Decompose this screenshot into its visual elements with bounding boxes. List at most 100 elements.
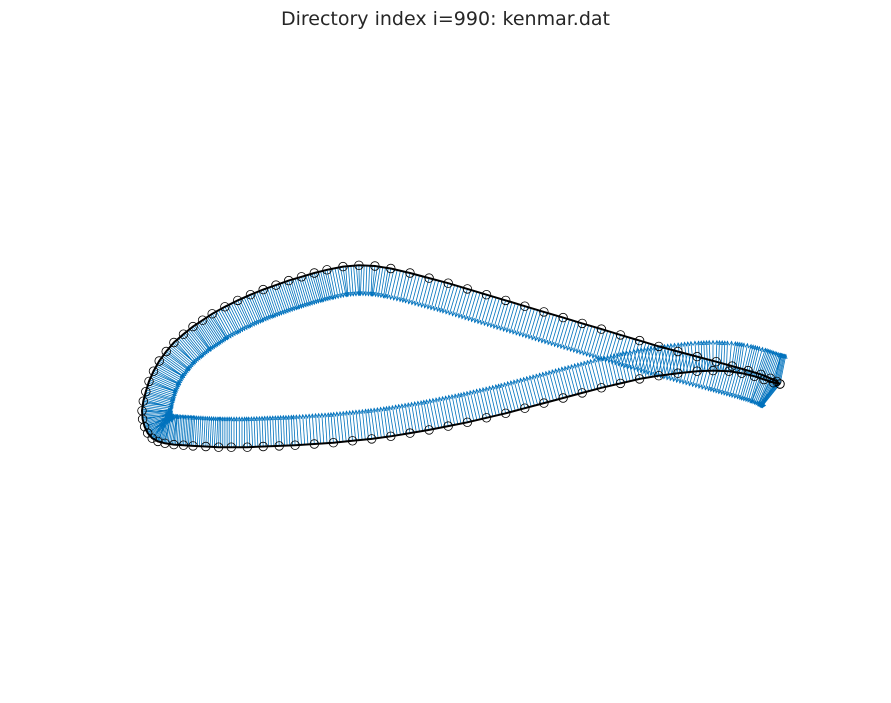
normal-vector xyxy=(538,312,548,342)
normal-vector xyxy=(321,413,325,444)
normal-vector xyxy=(171,345,195,366)
normal-arrowhead xyxy=(615,352,621,358)
normal-vector xyxy=(567,365,577,395)
data-point xyxy=(615,378,626,389)
normal-arrowhead xyxy=(483,320,488,327)
normal-vector xyxy=(149,379,178,393)
normal-arrowhead xyxy=(223,335,228,341)
normal-vector xyxy=(152,372,181,386)
normal-arrowhead xyxy=(528,375,534,381)
normal-arrowhead xyxy=(620,362,625,368)
normal-vector xyxy=(438,397,446,427)
normal-arrowhead xyxy=(754,345,759,351)
normal-arrowhead xyxy=(412,400,418,407)
normal-vector xyxy=(411,402,417,433)
normal-arrowhead xyxy=(639,367,644,374)
normal-vector xyxy=(457,393,465,423)
normal-vector xyxy=(250,294,263,323)
normal-vector xyxy=(313,272,323,303)
normal-arrowhead xyxy=(278,310,283,316)
normal-vector xyxy=(479,388,487,418)
normal-vector xyxy=(469,390,478,421)
normal-vector xyxy=(326,269,334,300)
data-point xyxy=(147,433,157,443)
normal-vector xyxy=(448,395,455,425)
normal-vector xyxy=(173,414,178,445)
normal-vector xyxy=(700,341,703,372)
normal-arrowhead xyxy=(213,341,219,347)
normal-vector xyxy=(305,275,315,305)
normal-vector xyxy=(670,343,676,374)
normal-arrowhead xyxy=(557,367,562,373)
normal-arrowhead xyxy=(294,414,299,420)
normal-vector xyxy=(201,416,204,447)
data-point xyxy=(654,341,664,352)
normal-arrowhead xyxy=(672,376,677,383)
normal-vector xyxy=(664,344,669,375)
normal-arrowhead xyxy=(732,341,738,347)
normal-vector xyxy=(178,414,182,445)
data-point xyxy=(501,295,511,306)
normal-arrowhead xyxy=(423,303,428,309)
normal-vector xyxy=(165,351,190,371)
normal-arrowhead xyxy=(473,318,479,324)
normal-arrowhead xyxy=(645,346,651,352)
normal-vector xyxy=(253,416,256,447)
normal-arrowhead xyxy=(617,361,622,367)
normal-vector xyxy=(713,363,722,393)
normal-vector xyxy=(506,303,516,333)
normal-arrowhead xyxy=(464,315,469,321)
normal-vector xyxy=(750,374,763,404)
normal-arrowhead xyxy=(270,313,275,319)
normal-arrowhead xyxy=(509,380,514,386)
normal-vector xyxy=(210,314,228,341)
normal-vector xyxy=(427,279,436,309)
normal-vector xyxy=(256,291,269,321)
normal-vector xyxy=(619,352,628,382)
normal-vector xyxy=(398,404,404,435)
normal-vector xyxy=(337,267,344,298)
normal-vector xyxy=(637,348,644,379)
normal-arrowhead xyxy=(668,376,674,382)
normal-vector xyxy=(710,362,720,392)
normal-vector xyxy=(755,376,768,405)
data-point xyxy=(673,368,683,378)
normal-vector xyxy=(433,281,443,311)
normal-vector xyxy=(464,290,475,320)
normal-arrowhead xyxy=(326,295,332,301)
normal-arrowhead xyxy=(704,385,709,391)
normal-vector xyxy=(277,415,280,446)
normal-vector xyxy=(199,416,202,447)
normal-arrowhead xyxy=(486,321,491,328)
normal-arrowhead xyxy=(556,342,561,349)
normal-arrowhead xyxy=(524,333,530,339)
data-point xyxy=(370,261,380,271)
normal-vector xyxy=(380,267,386,298)
normal-arrowhead xyxy=(298,303,303,309)
data-point xyxy=(137,414,148,424)
normal-vector xyxy=(345,266,349,297)
normal-vector xyxy=(189,415,193,446)
data-point xyxy=(138,396,149,406)
normal-arrowhead xyxy=(566,364,572,371)
normal-vector xyxy=(295,415,299,446)
normal-arrowhead xyxy=(360,408,366,414)
normal-vector xyxy=(176,339,198,363)
normal-vector xyxy=(496,300,507,330)
normal-vector xyxy=(766,351,778,381)
normal-vector xyxy=(245,296,259,325)
normal-arrowhead xyxy=(499,382,505,388)
normal-vector xyxy=(187,415,191,446)
normal-vector xyxy=(417,401,424,432)
normal-arrowhead xyxy=(487,385,493,391)
normal-vector xyxy=(516,379,526,409)
normal-vector xyxy=(529,375,538,405)
normal-vector xyxy=(442,284,452,314)
normal-arrowhead xyxy=(592,357,598,364)
normal-vector xyxy=(717,340,720,371)
data-point xyxy=(443,421,453,431)
normal-vector xyxy=(277,284,289,313)
normal-arrowhead xyxy=(248,322,253,328)
normal-vector xyxy=(256,416,259,447)
normal-arrowhead xyxy=(738,341,744,348)
